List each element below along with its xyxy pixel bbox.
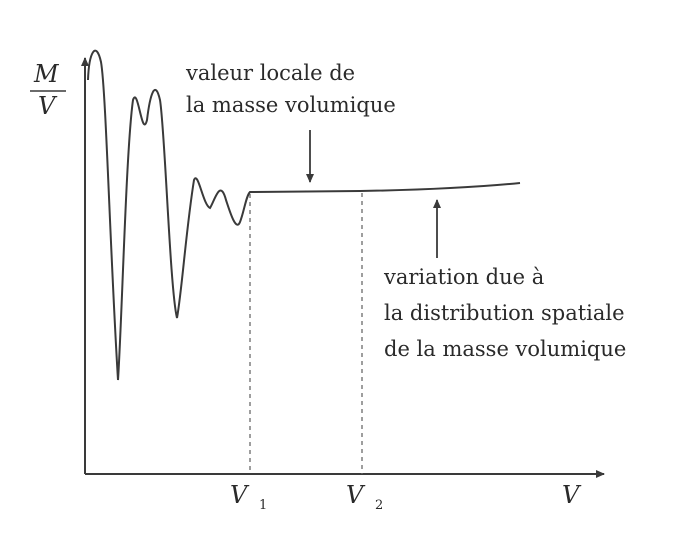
spatial-variation-line-2: la distribution spatiale xyxy=(384,301,625,325)
tick-v2-symbol: V xyxy=(346,481,366,509)
spatial-variation-line-1: variation due à xyxy=(383,265,544,289)
spatial-variation-line-3: de la masse volumique xyxy=(384,337,626,361)
spatial-variation-annotation: variation due à la distribution spatiale… xyxy=(383,199,626,361)
y-axis-numerator: M xyxy=(33,60,60,88)
tick-v2-subscript: 2 xyxy=(375,498,383,513)
y-axis-label: M V xyxy=(30,60,66,120)
local-value-line-1: valeur locale de xyxy=(185,61,355,85)
tick-v1-subscript: 1 xyxy=(259,498,267,513)
tick-v2: V 2 xyxy=(346,481,383,513)
local-value-annotation: valeur locale de la masse volumique xyxy=(185,61,396,183)
local-value-line-2: la masse volumique xyxy=(186,93,396,117)
density-curve xyxy=(87,49,521,381)
tick-v1: V 1 xyxy=(230,481,267,513)
tick-v1-symbol: V xyxy=(230,481,250,509)
x-axis-label: V xyxy=(562,481,582,509)
y-axis-denominator: V xyxy=(38,92,58,120)
